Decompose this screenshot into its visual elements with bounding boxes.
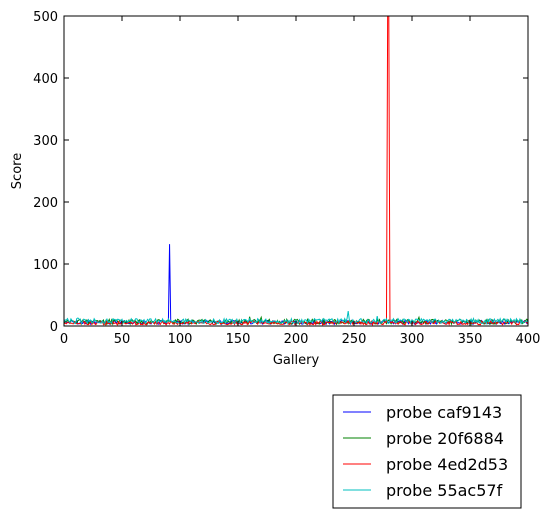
series-line-1: [63, 244, 529, 326]
legend-label-1: probe caf9143: [386, 403, 502, 422]
x-tick-label: 200: [284, 332, 309, 347]
y-tick-label: 0: [50, 320, 58, 335]
legend-label-2: probe 20f6884: [386, 429, 504, 448]
x-tick-label: 350: [458, 332, 483, 347]
legend-frame: [332, 394, 522, 509]
y-tick-label: 500: [33, 10, 58, 25]
tick-layer: 0 50 100 150 200 250 300 350 400 0 100 200 300 400 500: [33, 10, 540, 347]
y-tick-label: 200: [33, 196, 58, 211]
y-tick-label: 100: [33, 258, 58, 273]
y-tick-label: 300: [33, 134, 58, 149]
y-axis-title: Score: [10, 153, 25, 189]
x-tick-label: 100: [168, 332, 193, 347]
series-line-3: [63, 15, 529, 327]
x-tick-label: 300: [400, 332, 425, 347]
series-layer: [63, 15, 529, 327]
series-line-4: [63, 311, 529, 325]
plot-frame: [63, 15, 529, 327]
x-tick-label: 50: [114, 332, 131, 347]
legend-label-3: probe 4ed2d53: [386, 455, 508, 474]
x-tick-label: 0: [60, 332, 68, 347]
legend: probe caf9143 probe 20f6884 probe 4ed2d53 p…: [332, 394, 522, 509]
legend-label-4: probe 55ac57f: [386, 481, 503, 500]
x-axis-title: Gallery: [273, 353, 320, 368]
y-tick-label: 400: [33, 72, 58, 87]
x-tick-label: 150: [226, 332, 251, 347]
x-tick-label: 250: [342, 332, 367, 347]
x-tick-label: 400: [516, 332, 541, 347]
